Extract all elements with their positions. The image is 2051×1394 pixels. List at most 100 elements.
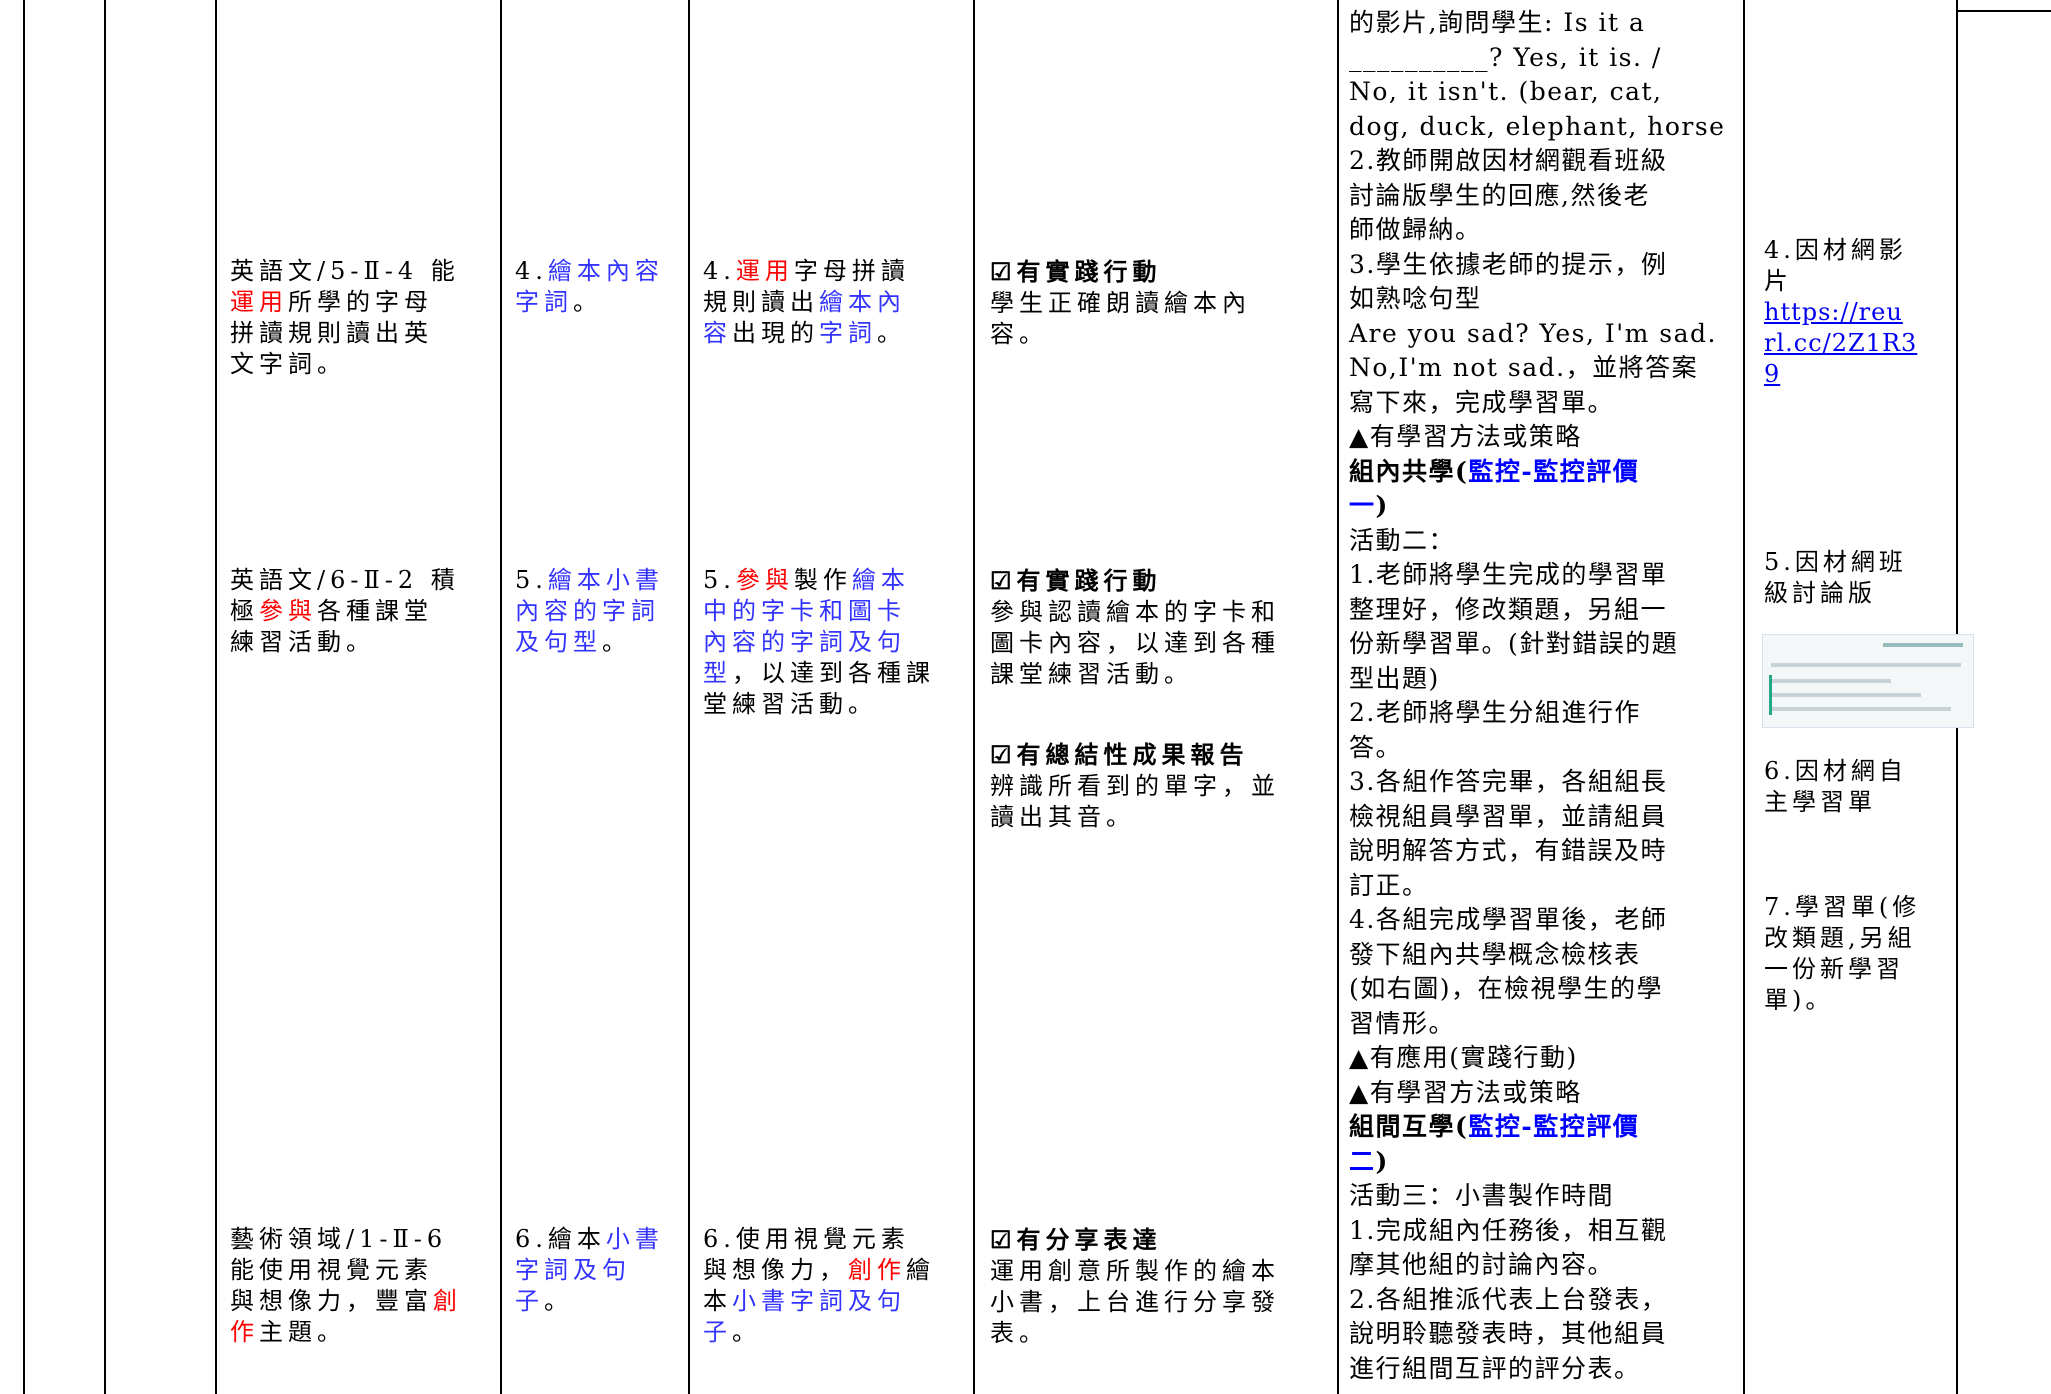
- cell-text: 改類題,另組: [1764, 924, 1916, 952]
- text-line: 英語文/6-Ⅱ-2 積: [230, 565, 460, 596]
- text-line: 習情形。: [1349, 1007, 1725, 1042]
- cell-text: 。: [602, 628, 631, 656]
- cell-text: 。: [573, 288, 602, 316]
- cell-text: 英語文/5-Ⅱ-4 能: [230, 257, 460, 285]
- text-line: 6.使用視覺元素: [703, 1224, 935, 1255]
- text-line: 3.學生依據老師的提示，例: [1349, 248, 1725, 283]
- text-line: 能使用視覺元素: [230, 1255, 462, 1286]
- column-border: [1337, 0, 1339, 1394]
- text-line: 摩其他組的討論內容。: [1349, 1248, 1725, 1283]
- link-text[interactable]: 9: [1764, 360, 1781, 388]
- text-line: 辨識所看到的單字，並: [990, 771, 1280, 802]
- cell-text: 繪本小書: [547, 566, 664, 594]
- cell-text: 能使用視覺元素: [230, 1256, 433, 1284]
- cell-block: ☑有實踐行動參與認讀繪本的字卡和 圖卡內容，以達到各種 課堂練習活動。: [990, 565, 1280, 690]
- cell-text: 習情形。: [1349, 1008, 1456, 1038]
- text-line: 容出現的字詞。: [703, 318, 910, 349]
- cell-text: 2.教師開啟因材網觀看班級: [1349, 146, 1668, 175]
- cell-block: 英語文/6-Ⅱ-2 積極參與各種課堂 練習活動。: [230, 565, 460, 658]
- cell-text: 如熟唸句型: [1349, 284, 1482, 313]
- text-line: 作主題。: [230, 1317, 462, 1348]
- cell-text: 5.: [515, 566, 548, 594]
- text-line: No,I'm not sad.，並將答案: [1349, 351, 1725, 386]
- text-line: 發下組內共學概念檢核表: [1349, 938, 1725, 973]
- cell-text: 藝術領域/1-Ⅱ-6: [230, 1225, 448, 1253]
- cell-text: 課堂練習活動。: [990, 660, 1193, 688]
- text-line: (如右圖)，在檢視學生的學: [1349, 972, 1725, 1007]
- cell-text: No, it isn't. (bear, cat,: [1349, 77, 1663, 106]
- cell-text: ☑有實踐行動: [990, 566, 1162, 595]
- text-line: 片: [1764, 266, 1917, 297]
- text-line: 讀出其音。: [990, 802, 1280, 833]
- cell-block: 的影片,詢問學生: Is it a __________? Yes, it is.…: [1349, 6, 1725, 1386]
- cell-text: 2.各組推派代表上台發表，: [1349, 1284, 1668, 1314]
- cell-text: 練習活動。: [230, 628, 375, 656]
- cell-text: 2.老師將學生分組進行作: [1349, 698, 1641, 727]
- cell-text: 辨識所看到的單字，並: [990, 772, 1280, 800]
- cell-text: 小書，上台進行分享發: [990, 1288, 1280, 1316]
- text-line: 二): [1349, 1145, 1725, 1180]
- cell-text: 文字詞。: [230, 350, 346, 378]
- text-line: 型，以達到各種課: [703, 658, 935, 689]
- text-line: 課堂練習活動。: [990, 659, 1280, 690]
- cell-text: 參與: [735, 566, 794, 594]
- text-line: 規則讀出繪本內: [703, 287, 910, 318]
- cell-block: 4.因材網影片 https://reu rl.cc/2Z1R3 9: [1764, 235, 1917, 390]
- cell-text: 組內共學(: [1349, 456, 1469, 486]
- column-border: [500, 0, 502, 1394]
- text-line: 藝術領域/1-Ⅱ-6: [230, 1224, 462, 1255]
- cell-text: 。: [877, 319, 906, 347]
- cell-text: ): [1375, 1146, 1389, 1176]
- text-line: ▲有應用(實踐行動): [1349, 1041, 1725, 1076]
- text-line: 5.參與製作繪本: [703, 565, 935, 596]
- column-border: [973, 0, 975, 1394]
- text-line: 單)。: [1764, 985, 1920, 1016]
- link-text[interactable]: https://reu: [1764, 298, 1903, 326]
- cell-text: 繪: [906, 1256, 935, 1284]
- cell-text: 單)。: [1764, 986, 1834, 1014]
- cell-text: 出現的: [732, 319, 819, 347]
- link-text[interactable]: rl.cc/2Z1R3: [1764, 329, 1918, 357]
- cell-text: 活動二：: [1349, 525, 1456, 555]
- cell-text: 所學的字母: [288, 288, 433, 316]
- cell-text: 型: [703, 659, 732, 687]
- cell-text: ▲有學習方法或策略: [1349, 422, 1582, 451]
- text-line: 4.各組完成學習單後，老師: [1349, 903, 1725, 938]
- cell-block: 5.參與製作繪本 中的字卡和圖卡 內容的字詞及句 型，以達到各種課 堂練習活動。: [703, 565, 935, 720]
- cell-text: 容。: [990, 320, 1048, 348]
- cell-text: 容: [703, 319, 732, 347]
- text-line: ▲有學習方法或策略: [1349, 1076, 1725, 1111]
- cell-text: 參與認讀繪本的字卡和: [990, 598, 1280, 626]
- cell-text: 運用: [735, 257, 794, 285]
- text-line: 2.老師將學生分組進行作: [1349, 696, 1725, 731]
- text-line: 表。: [990, 1318, 1280, 1349]
- cell-text: 及句型: [515, 628, 602, 656]
- cell-text: 發下組內共學概念檢核表: [1349, 939, 1641, 969]
- cell-text: 整理好，修改類題，另組一: [1349, 594, 1668, 624]
- text-line: 小書，上台進行分享發: [990, 1287, 1280, 1318]
- cell-text: 監控-監控評價: [1468, 456, 1640, 486]
- text-line: 字詞。: [515, 287, 664, 318]
- text-line: 討論版學生的回應,然後老: [1349, 179, 1725, 214]
- cell-text: 創: [433, 1287, 462, 1315]
- text-line: 3.各組作答完畢，各組組長: [1349, 765, 1725, 800]
- text-line: 組間互學(監控-監控評價: [1349, 1110, 1725, 1145]
- text-line: 堂練習活動。: [703, 689, 935, 720]
- cell-text: 活動三：小書製作時間: [1349, 1181, 1615, 1210]
- text-line: 檢視組員學習單，並請組員: [1349, 800, 1725, 835]
- text-line: 圖卡內容，以達到各種: [990, 628, 1280, 659]
- cell-text: 1.完成組內任務後，相互觀: [1349, 1215, 1668, 1245]
- cell-text: 6.因材網自: [1764, 757, 1907, 785]
- text-line: 一): [1349, 489, 1725, 524]
- text-line: 中的字卡和圖卡: [703, 596, 935, 627]
- cell-text: 監控-監控評價: [1468, 1112, 1640, 1141]
- cell-text: 內容的字詞及句: [703, 628, 906, 656]
- row-border: [1956, 10, 2051, 12]
- text-line: 9: [1764, 359, 1917, 390]
- text-line: 型出題): [1349, 662, 1725, 697]
- cell-text: 字母拼讀: [793, 257, 910, 285]
- text-line: 說明聆聽發表時，其他組員: [1349, 1317, 1725, 1352]
- cell-text: ☑有分享表達: [990, 1225, 1162, 1254]
- text-line: dog, duck, elephant, horse: [1349, 110, 1725, 145]
- cell-text: 與想像力，: [703, 1256, 848, 1284]
